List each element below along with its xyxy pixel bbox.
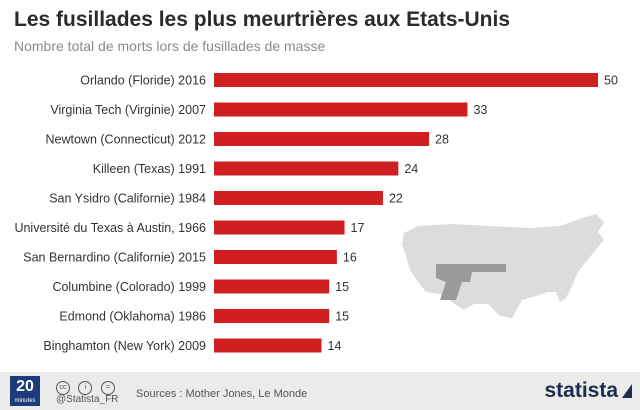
value-label: 24 <box>404 162 418 176</box>
bar <box>214 338 322 353</box>
creative-commons-icon: cc <box>56 381 70 395</box>
footer: 20 minutes cc i = @Statista_FR Sources :… <box>0 372 640 410</box>
no-derivatives-icon: = <box>100 381 115 395</box>
value-label: 15 <box>335 280 349 294</box>
bar <box>214 132 430 146</box>
value-label: 22 <box>389 192 403 206</box>
twenty-minutes-logo: 20 minutes <box>10 376 40 406</box>
bar <box>214 73 598 87</box>
bars-group: Orlando (Floride) 2016 50 Virginia Tech (V… <box>14 73 618 353</box>
bar <box>214 161 399 176</box>
bar <box>214 191 383 205</box>
chart-subtitle: Nombre total de morts lors de fusillades… <box>14 38 326 54</box>
chart-title: Les fusillades les plus meurtrières aux … <box>14 8 511 31</box>
attribution-icon: i <box>78 381 93 395</box>
category-label: Newtown (Connecticut) 2012 <box>46 133 207 147</box>
category-label: San Bernardino (Californie) 2015 <box>23 251 206 265</box>
bar <box>214 279 330 294</box>
bar <box>214 220 345 235</box>
value-label: 33 <box>473 103 487 117</box>
value-label: 16 <box>343 251 357 265</box>
value-label: 15 <box>335 310 349 324</box>
statista-brand: statista <box>544 379 618 402</box>
category-label: Killeen (Texas) 1991 <box>93 162 206 176</box>
bar <box>214 102 468 117</box>
handgun-icon <box>436 264 506 300</box>
statista-mark-icon <box>622 384 632 398</box>
category-label: San Ysidro (Californie) 1984 <box>49 192 206 206</box>
category-label: Virginia Tech (Virginie) 2007 <box>50 103 206 117</box>
category-label: Edmond (Oklahoma) 1986 <box>59 310 206 324</box>
category-label: Binghamton (New York) 2009 <box>43 339 206 353</box>
category-label: Orlando (Floride) 2016 <box>80 74 206 88</box>
license-icons: cc i = <box>56 376 119 395</box>
sources-text: Sources : Mother Jones, Le Monde <box>136 388 308 400</box>
category-label: Université du Texas à Austin, 1966 <box>14 221 206 235</box>
social-handle: @Statista_FR <box>56 394 119 405</box>
bar-chart: Orlando (Floride) 2016 50 Virginia Tech (V… <box>14 73 618 353</box>
value-label: 28 <box>435 133 449 147</box>
bar <box>214 309 330 323</box>
value-label: 50 <box>604 74 618 88</box>
value-label: 14 <box>328 339 342 353</box>
value-label: 17 <box>351 221 365 235</box>
bar <box>214 250 337 264</box>
category-label: Columbine (Colorado) 1999 <box>52 280 206 294</box>
